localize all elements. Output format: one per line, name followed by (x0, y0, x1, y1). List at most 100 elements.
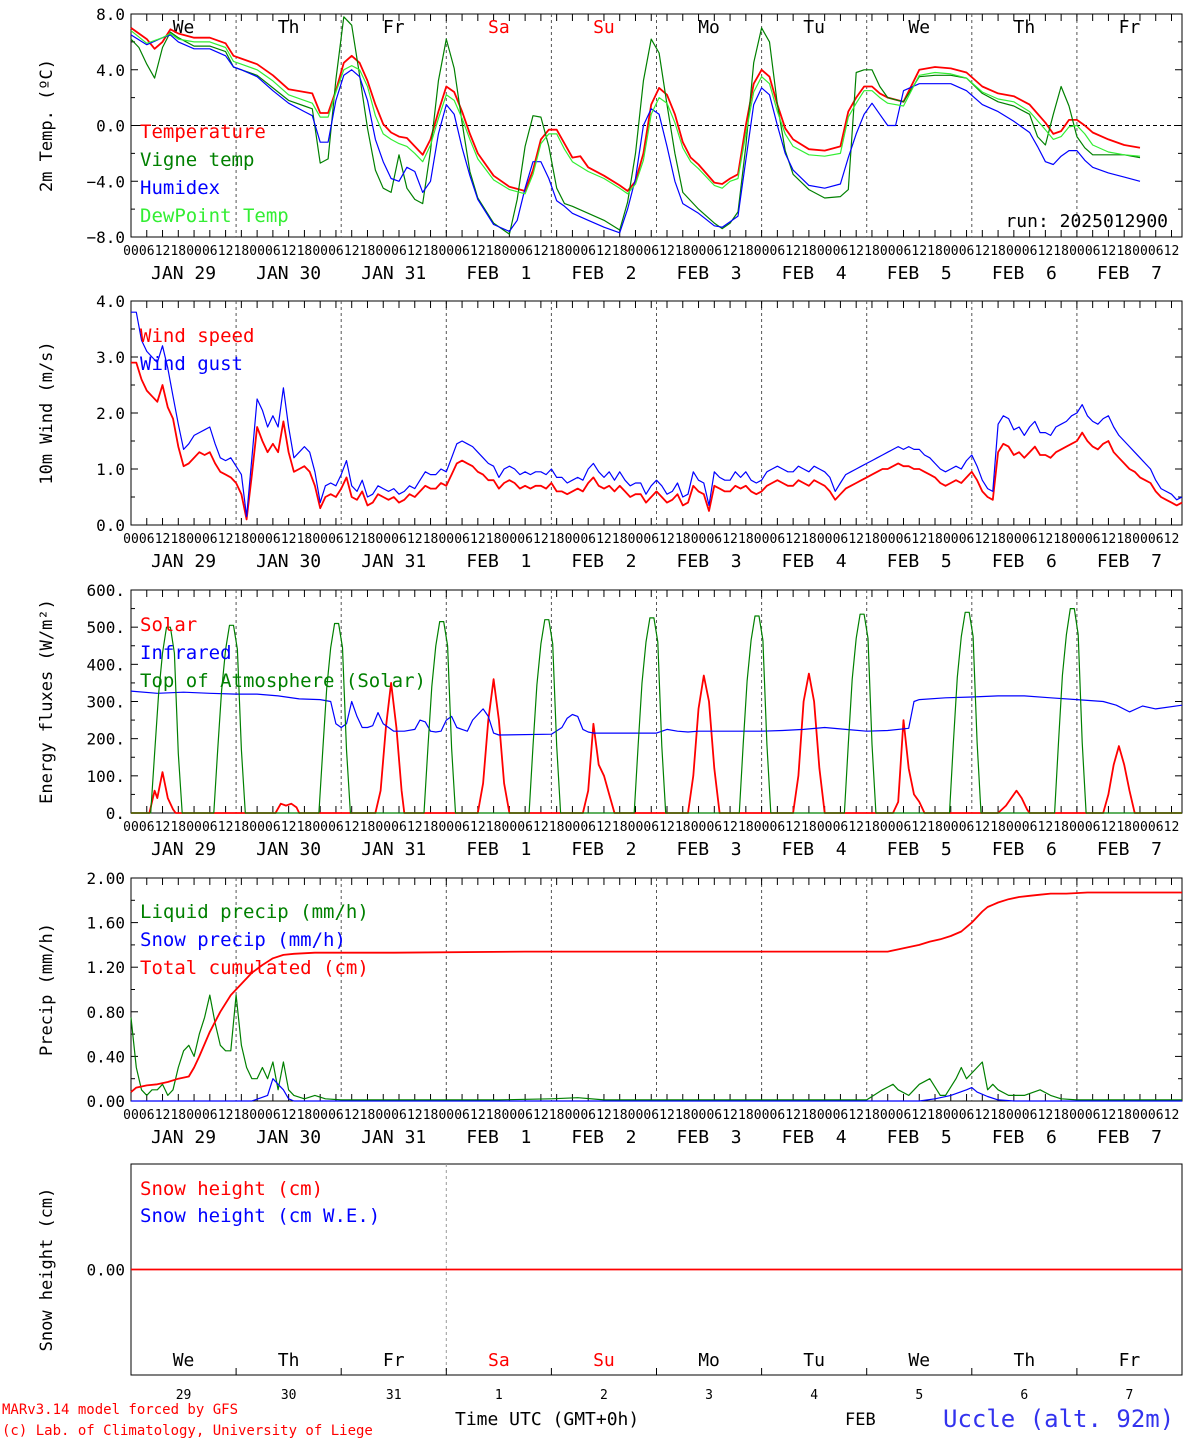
hour-tick-label: 12 (407, 532, 423, 547)
hour-tick-label: 18 (297, 1108, 313, 1123)
hour-tick-label: 00 (880, 244, 896, 259)
hour-tick-label: 18 (486, 532, 502, 547)
hour-tick-label: 12 (470, 820, 486, 835)
hour-tick-label: 18 (549, 244, 565, 259)
hour-tick-label: 06 (1022, 820, 1038, 835)
date-label: JAN 29 (151, 551, 216, 572)
hour-tick-label: 18 (1053, 820, 1069, 835)
hour-tick-label: 12 (407, 1108, 423, 1123)
hour-tick-label: 12 (659, 820, 675, 835)
hour-tick-label: 00 (375, 532, 391, 547)
hour-tick-label: 00 (1006, 820, 1022, 835)
legend-entry: Snow height (cm W.E.) (140, 1205, 380, 1227)
hour-tick-label: 12 (596, 244, 612, 259)
y-tick-label: 1.0 (96, 460, 125, 479)
hour-tick-label: 06 (265, 820, 281, 835)
hour-tick-label: 06 (580, 1108, 596, 1123)
hour-tick-label: 06 (454, 820, 470, 835)
weekday-label: Fr (1119, 1350, 1141, 1371)
hour-tick-label: 00 (249, 532, 265, 547)
weekday-label: Th (1014, 17, 1036, 38)
hour-tick-label: 06 (770, 820, 786, 835)
day-number-label: 3 (705, 1388, 713, 1403)
y-tick-label: 100. (86, 767, 125, 786)
panel-3: 600. 500. 400. 300. 200. 100. 0. Energy fluxes … (37, 581, 1183, 860)
weekday-label: Sa (488, 17, 510, 38)
hour-tick-label: 00 (1132, 1108, 1148, 1123)
y-tick-label: 8.0 (96, 5, 125, 24)
hour-tick-label: 18 (801, 820, 817, 835)
hour-tick-label: 06 (391, 820, 407, 835)
hour-tick-label: 06 (896, 244, 912, 259)
hour-tick-label: 06 (328, 532, 344, 547)
hour-tick-label: 00 (375, 244, 391, 259)
legend-entry: Vigne temp (140, 149, 254, 171)
hour-tick-label: 06 (139, 820, 155, 835)
day-number-label: 29 (176, 1388, 192, 1403)
y-axis-label: 10m Wind (m/s) (37, 341, 57, 484)
time-axis-label: Time UTC (GMT+0h) (455, 1409, 639, 1430)
weekday-label: Fr (1119, 17, 1141, 38)
series-line-vigne-temp (130, 16, 1141, 235)
hour-tick-label: 00 (565, 1108, 581, 1123)
date-label: FEB 4 (782, 263, 847, 284)
hour-tick-label: 12 (1038, 820, 1054, 835)
hour-tick-label: 06 (580, 820, 596, 835)
weekday-label: Su (593, 1350, 615, 1371)
hour-tick-label: 12 (596, 1108, 612, 1123)
y-axis-label: 2m Temp. (ºC) (37, 59, 57, 192)
weekday-label: We (908, 17, 930, 38)
hour-tick-label: 18 (170, 532, 186, 547)
y-tick-label: 300. (86, 693, 125, 712)
hour-tick-label: 00 (754, 532, 770, 547)
hour-tick-label: 12 (848, 532, 864, 547)
panel-5: 0.00 Snow height (cm) We Th Fr Sa Su Mo Tu We Th Fr… (37, 1163, 1183, 1403)
hour-tick-label: 12 (722, 532, 738, 547)
hour-tick-label: 12 (785, 820, 801, 835)
hour-tick-label: 06 (517, 1108, 533, 1123)
date-label: FEB 3 (677, 839, 742, 860)
hour-tick-label: 18 (990, 532, 1006, 547)
hour-tick-label: 00 (1069, 1108, 1085, 1123)
hour-tick-label: 12 (1164, 244, 1180, 259)
series-line-dewpoint-temp (130, 30, 1141, 195)
hour-tick-label: 00 (502, 244, 518, 259)
hour-tick-label: 18 (1053, 532, 1069, 547)
hour-tick-label: 12 (722, 820, 738, 835)
hour-tick-label: 00 (438, 1108, 454, 1123)
hour-tick-label: 00 (1132, 244, 1148, 259)
weekday-label: We (908, 1350, 930, 1371)
y-tick-label: −4.0 (86, 172, 125, 191)
hour-tick-label: 00 (186, 244, 202, 259)
y-tick-label: 4.0 (96, 292, 125, 311)
weekday-label: Sa (488, 1350, 510, 1371)
hour-tick-label: 12 (911, 820, 927, 835)
y-tick-label: 1.60 (86, 914, 125, 933)
hour-tick-label: 18 (675, 820, 691, 835)
hour-tick-label: 12 (848, 244, 864, 259)
date-label: JAN 29 (151, 839, 216, 860)
hour-tick-label: 18 (423, 820, 439, 835)
hour-tick-label: 00 (943, 244, 959, 259)
legend-entry: Total cumulated (cm) (140, 957, 369, 979)
hour-tick-label: 06 (517, 820, 533, 835)
hour-tick-label: 18 (234, 1108, 250, 1123)
hour-tick-label: 12 (470, 244, 486, 259)
date-label: FEB 3 (677, 263, 742, 284)
hour-tick-label: 06 (770, 244, 786, 259)
weekday-label: Su (593, 17, 615, 38)
hour-tick-label: 06 (643, 244, 659, 259)
hour-tick-label: 12 (533, 820, 549, 835)
hour-tick-label: 00 (438, 532, 454, 547)
date-label: JAN 31 (361, 1127, 426, 1148)
weekday-label: Th (278, 17, 300, 38)
hour-tick-label: 06 (706, 244, 722, 259)
hour-tick-label: 12 (911, 532, 927, 547)
hour-tick-label: 00 (691, 1108, 707, 1123)
hour-tick-label: 18 (612, 532, 628, 547)
hour-tick-label: 18 (170, 1108, 186, 1123)
hour-tick-label: 00 (754, 1108, 770, 1123)
hour-tick-label: 18 (738, 244, 754, 259)
hour-tick-label: 12 (344, 820, 360, 835)
